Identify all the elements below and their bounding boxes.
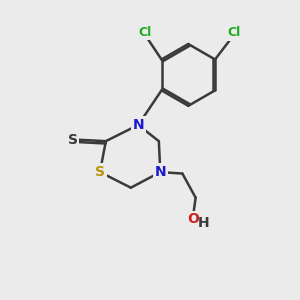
Text: S: S — [95, 165, 105, 179]
Text: N: N — [132, 118, 144, 132]
Text: Cl: Cl — [228, 26, 241, 40]
Text: S: S — [68, 133, 78, 147]
Text: O: O — [187, 212, 199, 226]
Text: Cl: Cl — [139, 26, 152, 39]
Text: N: N — [154, 165, 166, 179]
Text: H: H — [198, 216, 210, 230]
